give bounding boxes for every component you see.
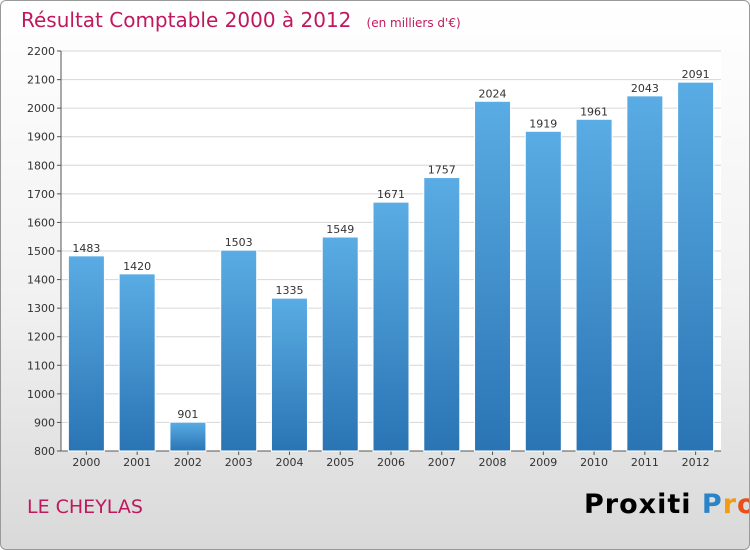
logo-letter: r [722,489,738,520]
unit-note: (en milliers d'€) [366,16,461,30]
data-label-2009: 1919 [529,117,557,130]
data-labels: 1483 1420 901 1503 1335 1549 1671 1757 2024 1919 1… [72,68,709,421]
x-tick-label-2008: 2008 [479,456,507,469]
y-tick-label: 1700 [27,188,55,201]
x-tick-label-2001: 2001 [123,456,151,469]
data-label-2000: 1483 [72,242,100,255]
proxiti-logo[interactable]: Proxiti Proxiti [584,489,749,520]
x-tick-label-2003: 2003 [225,456,253,469]
bar-2002 [169,421,207,452]
logo-letter: o [737,489,749,520]
x-tick-label-2002: 2002 [174,456,202,469]
y-tick-label: 1800 [27,159,55,172]
y-tick-label: 1000 [27,388,55,401]
y-tick-label: 1600 [27,216,55,229]
x-tick-label-2011: 2011 [631,456,659,469]
data-label-2003: 1503 [225,236,253,249]
data-label-2004: 1335 [275,284,303,297]
bar-2006 [372,201,410,452]
y-tick-label: 900 [34,416,55,429]
data-label-2002: 901 [177,408,198,421]
bar-2007 [423,177,461,452]
data-label-2006: 1671 [377,188,405,201]
y-tick-label: 1200 [27,331,55,344]
logo-letter: P [701,489,723,520]
x-tick-label-2000: 2000 [72,456,100,469]
y-tick-label: 1500 [27,245,55,258]
brand-name: Proxiti [584,489,692,520]
y-tick-label: 2200 [27,45,55,58]
bar-2000 [67,255,105,452]
x-tick-label-2004: 2004 [275,456,303,469]
x-tick-label-2006: 2006 [377,456,405,469]
y-tick-label: 1300 [27,302,55,315]
bar-2008 [474,100,512,452]
bar-2011 [626,95,664,452]
x-tick-label-2012: 2012 [682,456,710,469]
y-tick-label: 2000 [27,102,55,115]
x-tick-label-2009: 2009 [529,456,557,469]
data-label-2012: 2091 [682,68,710,81]
location-name: LE CHEYLAS [27,496,143,518]
chart-title: Résultat Comptable 2000 à 2012 [21,8,352,32]
data-label-2008: 2024 [479,87,507,100]
y-tick-label: 2100 [27,74,55,87]
x-tick-label-2005: 2005 [326,456,354,469]
bar-2001 [118,273,156,452]
bars [67,81,715,452]
x-tick-label-2007: 2007 [428,456,456,469]
y-tick-label: 1400 [27,274,55,287]
data-label-2010: 1961 [580,105,608,118]
bar-2004 [270,297,308,452]
chart-title-block: Résultat Comptable 2000 à 2012 (en milli… [21,8,461,32]
bar-2005 [321,236,359,452]
bar-2009 [524,130,562,452]
bar-2012 [677,81,715,452]
y-tick-label: 1900 [27,131,55,144]
data-label-2005: 1549 [326,223,354,236]
data-label-2007: 1757 [428,164,456,177]
y-tick-label: 800 [34,445,55,458]
bar-2003 [220,249,258,452]
bar-2010 [575,118,613,452]
x-tick-label-2010: 2010 [580,456,608,469]
y-tick-label: 1100 [27,359,55,372]
data-label-2011: 2043 [631,82,659,95]
data-label-2001: 1420 [123,260,151,273]
